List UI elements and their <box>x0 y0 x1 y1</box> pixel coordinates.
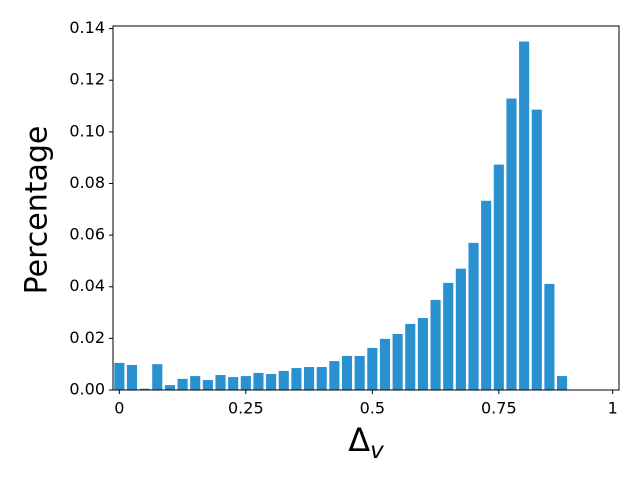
y-tick-label: 0.12 <box>69 70 105 89</box>
bar <box>202 379 213 390</box>
bar <box>316 367 327 390</box>
bar <box>341 355 353 390</box>
bar <box>506 98 517 391</box>
x-tick-label: 0.5 <box>360 399 385 418</box>
x-tick-label: 0.75 <box>481 399 517 418</box>
bar <box>228 377 239 390</box>
bar <box>468 242 479 390</box>
bar <box>253 372 264 390</box>
bar <box>164 385 175 390</box>
bar <box>430 299 441 390</box>
bar <box>329 361 340 390</box>
bar <box>379 338 391 390</box>
bar <box>177 378 188 390</box>
bar <box>190 376 201 390</box>
y-tick-label: 0.14 <box>69 18 105 37</box>
y-tick-label: 0.10 <box>69 121 105 140</box>
bar <box>367 347 378 390</box>
bar <box>443 282 454 390</box>
bar <box>493 164 504 390</box>
plot-frame <box>112 25 620 391</box>
bar <box>304 367 315 390</box>
bar <box>354 355 365 390</box>
bar <box>481 200 492 390</box>
bar <box>417 317 428 390</box>
x-axis-label: Δv <box>348 421 384 464</box>
bar <box>215 375 226 390</box>
bar <box>240 376 251 390</box>
y-tick-label: 0.00 <box>69 380 105 399</box>
bar <box>557 376 568 390</box>
y-axis-label: Percentage <box>20 126 55 295</box>
bar <box>139 388 150 390</box>
x-tick-label: 1 <box>608 399 618 418</box>
bar <box>531 109 542 391</box>
y-tick-label: 0.06 <box>69 225 105 244</box>
bar <box>544 283 555 390</box>
x-label-main: Δ <box>348 421 370 459</box>
x-label-sub: v <box>370 438 384 464</box>
bar <box>405 323 416 390</box>
bar <box>291 368 302 390</box>
bar <box>392 333 403 390</box>
x-tick-label: 0.25 <box>228 399 264 418</box>
y-tick-label: 0.02 <box>69 328 105 347</box>
y-tick-label: 0.04 <box>69 276 105 295</box>
bar <box>114 362 125 390</box>
bar <box>519 41 530 391</box>
bar <box>126 364 138 390</box>
y-tick-label: 0.08 <box>69 173 105 192</box>
x-tick-label: 0 <box>114 399 124 418</box>
bar <box>455 268 466 390</box>
bar <box>152 364 163 390</box>
bar <box>266 373 277 390</box>
bar <box>278 370 289 390</box>
